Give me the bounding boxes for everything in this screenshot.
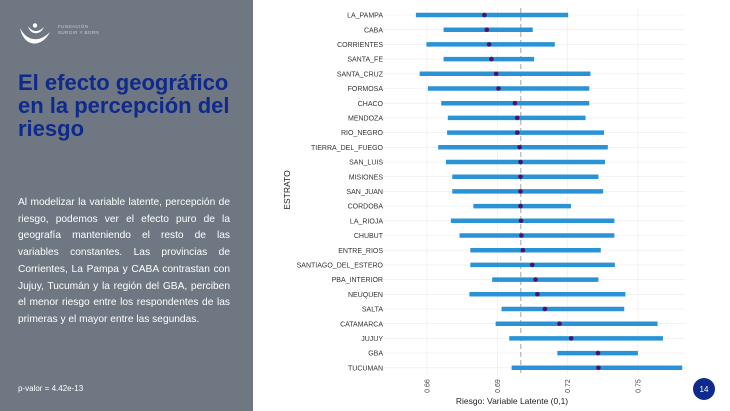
y-tick-label-chubut: CHUBUT xyxy=(354,233,384,240)
point-neuquen xyxy=(535,292,540,297)
point-caba xyxy=(484,27,490,32)
slide-title: El efecto geográfico en la percepción de… xyxy=(18,70,230,141)
y-tick-label-neuquen: NEUQUEN xyxy=(348,292,383,299)
point-san-juan xyxy=(518,189,523,194)
error-bars xyxy=(415,12,683,371)
point-tierra-del-fuego xyxy=(517,145,522,150)
point-catamarca xyxy=(557,321,562,327)
y-axis-label: ESTRATO xyxy=(282,170,292,210)
logo-mark-icon xyxy=(20,23,50,44)
x-tick-label: 0.75 xyxy=(636,379,643,393)
y-tick-label-san-luis: SAN_LUIS xyxy=(349,160,383,167)
point-la-rioja xyxy=(518,218,524,224)
y-tick-label-santiago-del-estero: SANTIAGO_DEL_ESTERO xyxy=(297,263,384,270)
y-tick-label-gba: GBA xyxy=(368,351,383,358)
point-san-luis xyxy=(518,159,523,165)
slide-body: Al modelizar la variable latente, percep… xyxy=(18,197,230,325)
y-tick-labels: LA_PAMPA CABA CORRIENTES SANTA_FE SANTA_CRUZ… xyxy=(297,13,384,373)
y-tick-label-la-pampa: LA_PAMPA xyxy=(347,13,383,20)
y-tick-label-tucuman: TUCUMAN xyxy=(348,365,383,372)
point-chubut xyxy=(519,233,524,238)
point-corrientes xyxy=(486,42,492,47)
y-tick-label-santa-cruz: SANTA_CRUZ xyxy=(337,71,384,78)
logo: FUNDACIÓN SURGIR Y BORN xyxy=(18,22,128,50)
y-tick-label-caba: CABA xyxy=(364,27,383,34)
y-tick-label-rio-negro: RIO_NEGRO xyxy=(341,130,384,137)
point-formosa xyxy=(496,86,501,91)
y-tick-label-corrientes: CORRIENTES xyxy=(337,42,383,49)
y-tick-label-jujuy: JUJUY xyxy=(361,336,383,343)
y-tick-label-chaco: CHACO xyxy=(358,101,384,108)
point-tucuman xyxy=(596,365,601,371)
y-tick-label-salta: SALTA xyxy=(362,307,383,314)
p-value: p-valor = 4.42e-13 xyxy=(18,384,84,393)
y-tick-label-tierra-del-fuego: TIERRA_DEL_FUEGO xyxy=(311,145,384,152)
point-entre-rios xyxy=(520,247,526,253)
point-salta xyxy=(542,306,548,312)
y-tick-label-san-juan: SAN_JUAN xyxy=(346,189,383,196)
point-chaco xyxy=(512,100,518,106)
point-mendoza xyxy=(514,115,520,121)
x-tick-label: 0.66 xyxy=(424,379,431,393)
point-cordoba xyxy=(518,203,523,209)
page-number-badge: 14 xyxy=(693,378,715,400)
point-jujuy xyxy=(568,336,574,341)
x-tick-label: 0.69 xyxy=(495,379,502,393)
y-tick-label-entre-rios: ENTRE_RIOS xyxy=(338,248,383,255)
y-tick-label-pba-interior: PBA_INTERIOR xyxy=(332,277,383,284)
y-tick-label-mendoza: MENDOZA xyxy=(348,116,383,123)
point-gba xyxy=(595,350,601,356)
point-santa-cruz xyxy=(493,71,499,77)
point-santa-fe xyxy=(489,56,494,62)
point-rio-negro xyxy=(514,130,520,135)
y-tick-label-santa-fe: SANTA_FE xyxy=(347,57,383,64)
y-tick-label-misiones: MISIONES xyxy=(349,174,384,181)
logo-text: FUNDACIÓN SURGIR Y BORN xyxy=(58,24,100,35)
point-estimates xyxy=(482,12,601,371)
point-misiones xyxy=(518,174,523,179)
y-tick-label-catamarca: CATAMARCA xyxy=(340,321,383,328)
y-tick-label-cordoba: CORDOBA xyxy=(348,204,384,211)
x-tick-labels: 0.66 0.69 0.72 0.75 xyxy=(424,379,642,393)
x-axis-label: Riesgo: Variable Latente (0,1) xyxy=(456,396,568,406)
y-tick-label-formosa: FORMOSA xyxy=(348,86,384,93)
point-la-pampa xyxy=(482,12,487,18)
x-tick-label: 0.72 xyxy=(565,379,572,393)
left-panel: FUNDACIÓN SURGIR Y BORN El efecto geográ… xyxy=(0,0,253,411)
point-pba-interior xyxy=(533,277,538,282)
y-tick-label-la-rioja: LA_RIOJA xyxy=(350,218,383,225)
point-santiago-del-estero xyxy=(529,262,535,268)
errorbar-chart: LA_PAMPA CABA CORRIENTES SANTA_FE SANTA_CRUZ… xyxy=(282,8,685,406)
